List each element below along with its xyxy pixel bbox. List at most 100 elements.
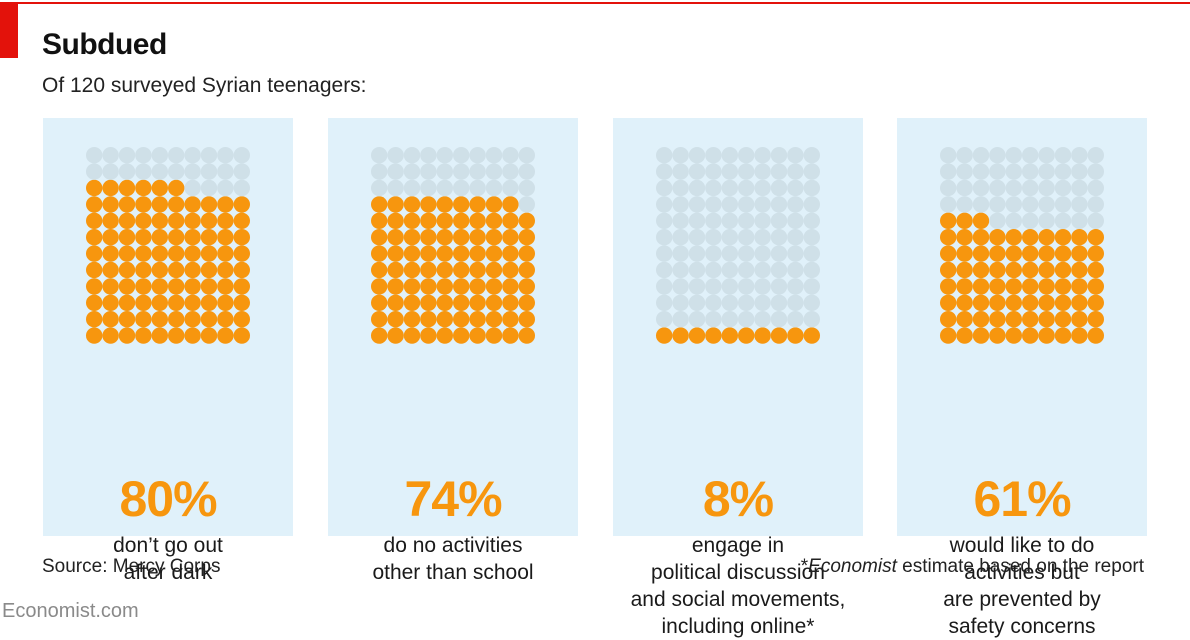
empty-dot <box>200 147 218 164</box>
empty-dot <box>972 196 990 213</box>
description: do no activities other than school <box>328 532 578 586</box>
filled-dot <box>518 229 535 246</box>
empty-dot <box>705 196 722 213</box>
empty-dot <box>956 196 973 213</box>
filled-dot <box>956 278 973 295</box>
percent-label: 74% <box>404 471 502 527</box>
empty-dot <box>485 163 503 180</box>
footnote-prefix: * <box>800 556 809 577</box>
filled-dot <box>940 294 957 311</box>
filled-dot <box>956 311 973 328</box>
filled-dot <box>403 245 421 262</box>
filled-dot <box>972 294 990 311</box>
filled-dot <box>200 327 218 344</box>
waffle-panel: 61% would like to do activities but are pre… <box>897 118 1147 638</box>
filled-dot <box>217 212 234 229</box>
empty-dot <box>1054 147 1072 164</box>
empty-dot <box>656 147 673 164</box>
filled-dot <box>118 229 136 246</box>
empty-dot <box>787 229 804 246</box>
filled-dot <box>721 327 738 344</box>
empty-dot <box>436 179 453 197</box>
description-line: safety concerns <box>948 615 1096 638</box>
filled-dot <box>135 179 152 197</box>
filled-dot <box>217 229 234 246</box>
filled-dot <box>1005 311 1022 328</box>
filled-dot <box>1022 245 1039 262</box>
filled-dot <box>1022 278 1039 295</box>
empty-dot <box>754 212 771 229</box>
filled-dot <box>102 245 119 262</box>
filled-dot <box>118 327 136 344</box>
filled-dot <box>168 196 185 213</box>
filled-dot <box>217 327 234 344</box>
empty-dot <box>940 163 957 180</box>
filled-dot <box>403 261 421 279</box>
filled-dot <box>502 212 519 229</box>
filled-dot <box>151 261 168 279</box>
waffle-panel: 8% engage in political discussion and socia… <box>613 118 863 638</box>
empty-dot <box>787 311 804 328</box>
filled-dot <box>485 245 503 262</box>
filled-dot <box>233 229 250 246</box>
empty-dot <box>803 311 820 328</box>
empty-dot <box>738 278 755 295</box>
filled-dot <box>387 278 404 295</box>
empty-dot <box>738 245 755 262</box>
filled-dot <box>1038 229 1055 246</box>
empty-dot <box>656 261 673 279</box>
empty-dot <box>656 196 673 213</box>
filled-dot <box>403 212 421 229</box>
empty-dot <box>1022 163 1039 180</box>
filled-dot <box>403 294 421 311</box>
filled-dot <box>453 229 470 246</box>
filled-dot <box>200 278 218 295</box>
filled-dot <box>940 311 957 328</box>
filled-dot <box>436 327 453 344</box>
empty-dot <box>705 311 722 328</box>
empty-dot <box>803 196 820 213</box>
empty-dot <box>989 212 1006 229</box>
chart-subtitle: Of 120 surveyed Syrian teenagers: <box>42 74 367 97</box>
empty-dot <box>656 311 673 328</box>
percent-wrapper: 8% <box>613 474 863 524</box>
empty-dot <box>688 278 706 295</box>
filled-dot <box>956 327 973 344</box>
filled-dot <box>168 278 185 295</box>
empty-dot <box>420 163 437 180</box>
empty-dot <box>738 163 755 180</box>
empty-dot <box>184 147 201 164</box>
empty-dot <box>672 261 689 279</box>
empty-dot <box>200 163 218 180</box>
filled-dot <box>1054 245 1072 262</box>
filled-dot <box>1005 327 1022 344</box>
filled-dot <box>453 311 470 328</box>
empty-dot <box>672 163 689 180</box>
empty-dot <box>371 179 388 197</box>
empty-dot <box>705 147 722 164</box>
empty-dot <box>754 311 771 328</box>
filled-dot <box>1038 294 1055 311</box>
empty-dot <box>770 261 788 279</box>
filled-dot <box>469 212 486 229</box>
percent-wrapper: 74% <box>328 474 578 524</box>
filled-dot <box>118 261 136 279</box>
filled-dot <box>787 327 804 344</box>
filled-dot <box>233 294 250 311</box>
filled-dot <box>518 311 535 328</box>
empty-dot <box>135 147 152 164</box>
red-tab <box>0 2 18 58</box>
filled-dot <box>469 278 486 295</box>
empty-dot <box>371 163 388 180</box>
filled-dot <box>518 327 535 344</box>
filled-dot <box>118 311 136 328</box>
empty-dot <box>787 278 804 295</box>
empty-dot <box>754 245 771 262</box>
filled-dot <box>956 245 973 262</box>
empty-dot <box>705 294 722 311</box>
empty-dot <box>705 212 722 229</box>
empty-dot <box>656 278 673 295</box>
empty-dot <box>656 179 673 197</box>
filled-dot <box>436 196 453 213</box>
filled-dot <box>1054 294 1072 311</box>
